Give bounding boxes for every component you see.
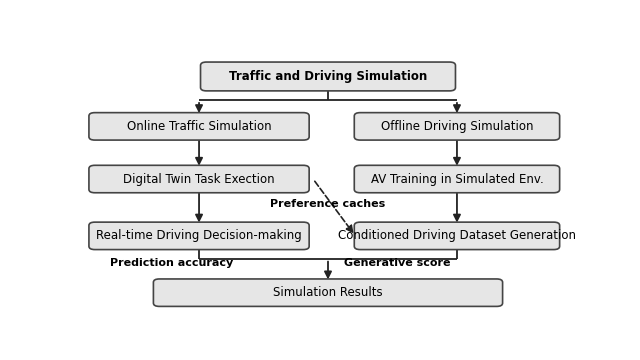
Text: Traffic and Driving Simulation: Traffic and Driving Simulation bbox=[229, 70, 427, 83]
FancyBboxPatch shape bbox=[89, 222, 309, 249]
FancyBboxPatch shape bbox=[89, 165, 309, 193]
FancyBboxPatch shape bbox=[89, 113, 309, 140]
FancyBboxPatch shape bbox=[200, 62, 456, 91]
Text: Conditioned Driving Dataset Generation: Conditioned Driving Dataset Generation bbox=[338, 229, 576, 242]
Text: Offline Driving Simulation: Offline Driving Simulation bbox=[381, 120, 533, 133]
FancyBboxPatch shape bbox=[355, 113, 559, 140]
FancyBboxPatch shape bbox=[355, 222, 559, 249]
Text: Preference caches: Preference caches bbox=[270, 199, 386, 209]
Text: Online Traffic Simulation: Online Traffic Simulation bbox=[127, 120, 271, 133]
Text: Simulation Results: Simulation Results bbox=[273, 286, 383, 299]
Text: Generative score: Generative score bbox=[344, 258, 451, 268]
FancyBboxPatch shape bbox=[154, 279, 502, 306]
Text: Prediction accuracy: Prediction accuracy bbox=[110, 258, 234, 268]
FancyBboxPatch shape bbox=[355, 165, 559, 193]
Text: Real-time Driving Decision-making: Real-time Driving Decision-making bbox=[96, 229, 302, 242]
Text: Digital Twin Task Exection: Digital Twin Task Exection bbox=[124, 172, 275, 185]
Text: AV Training in Simulated Env.: AV Training in Simulated Env. bbox=[371, 172, 543, 185]
